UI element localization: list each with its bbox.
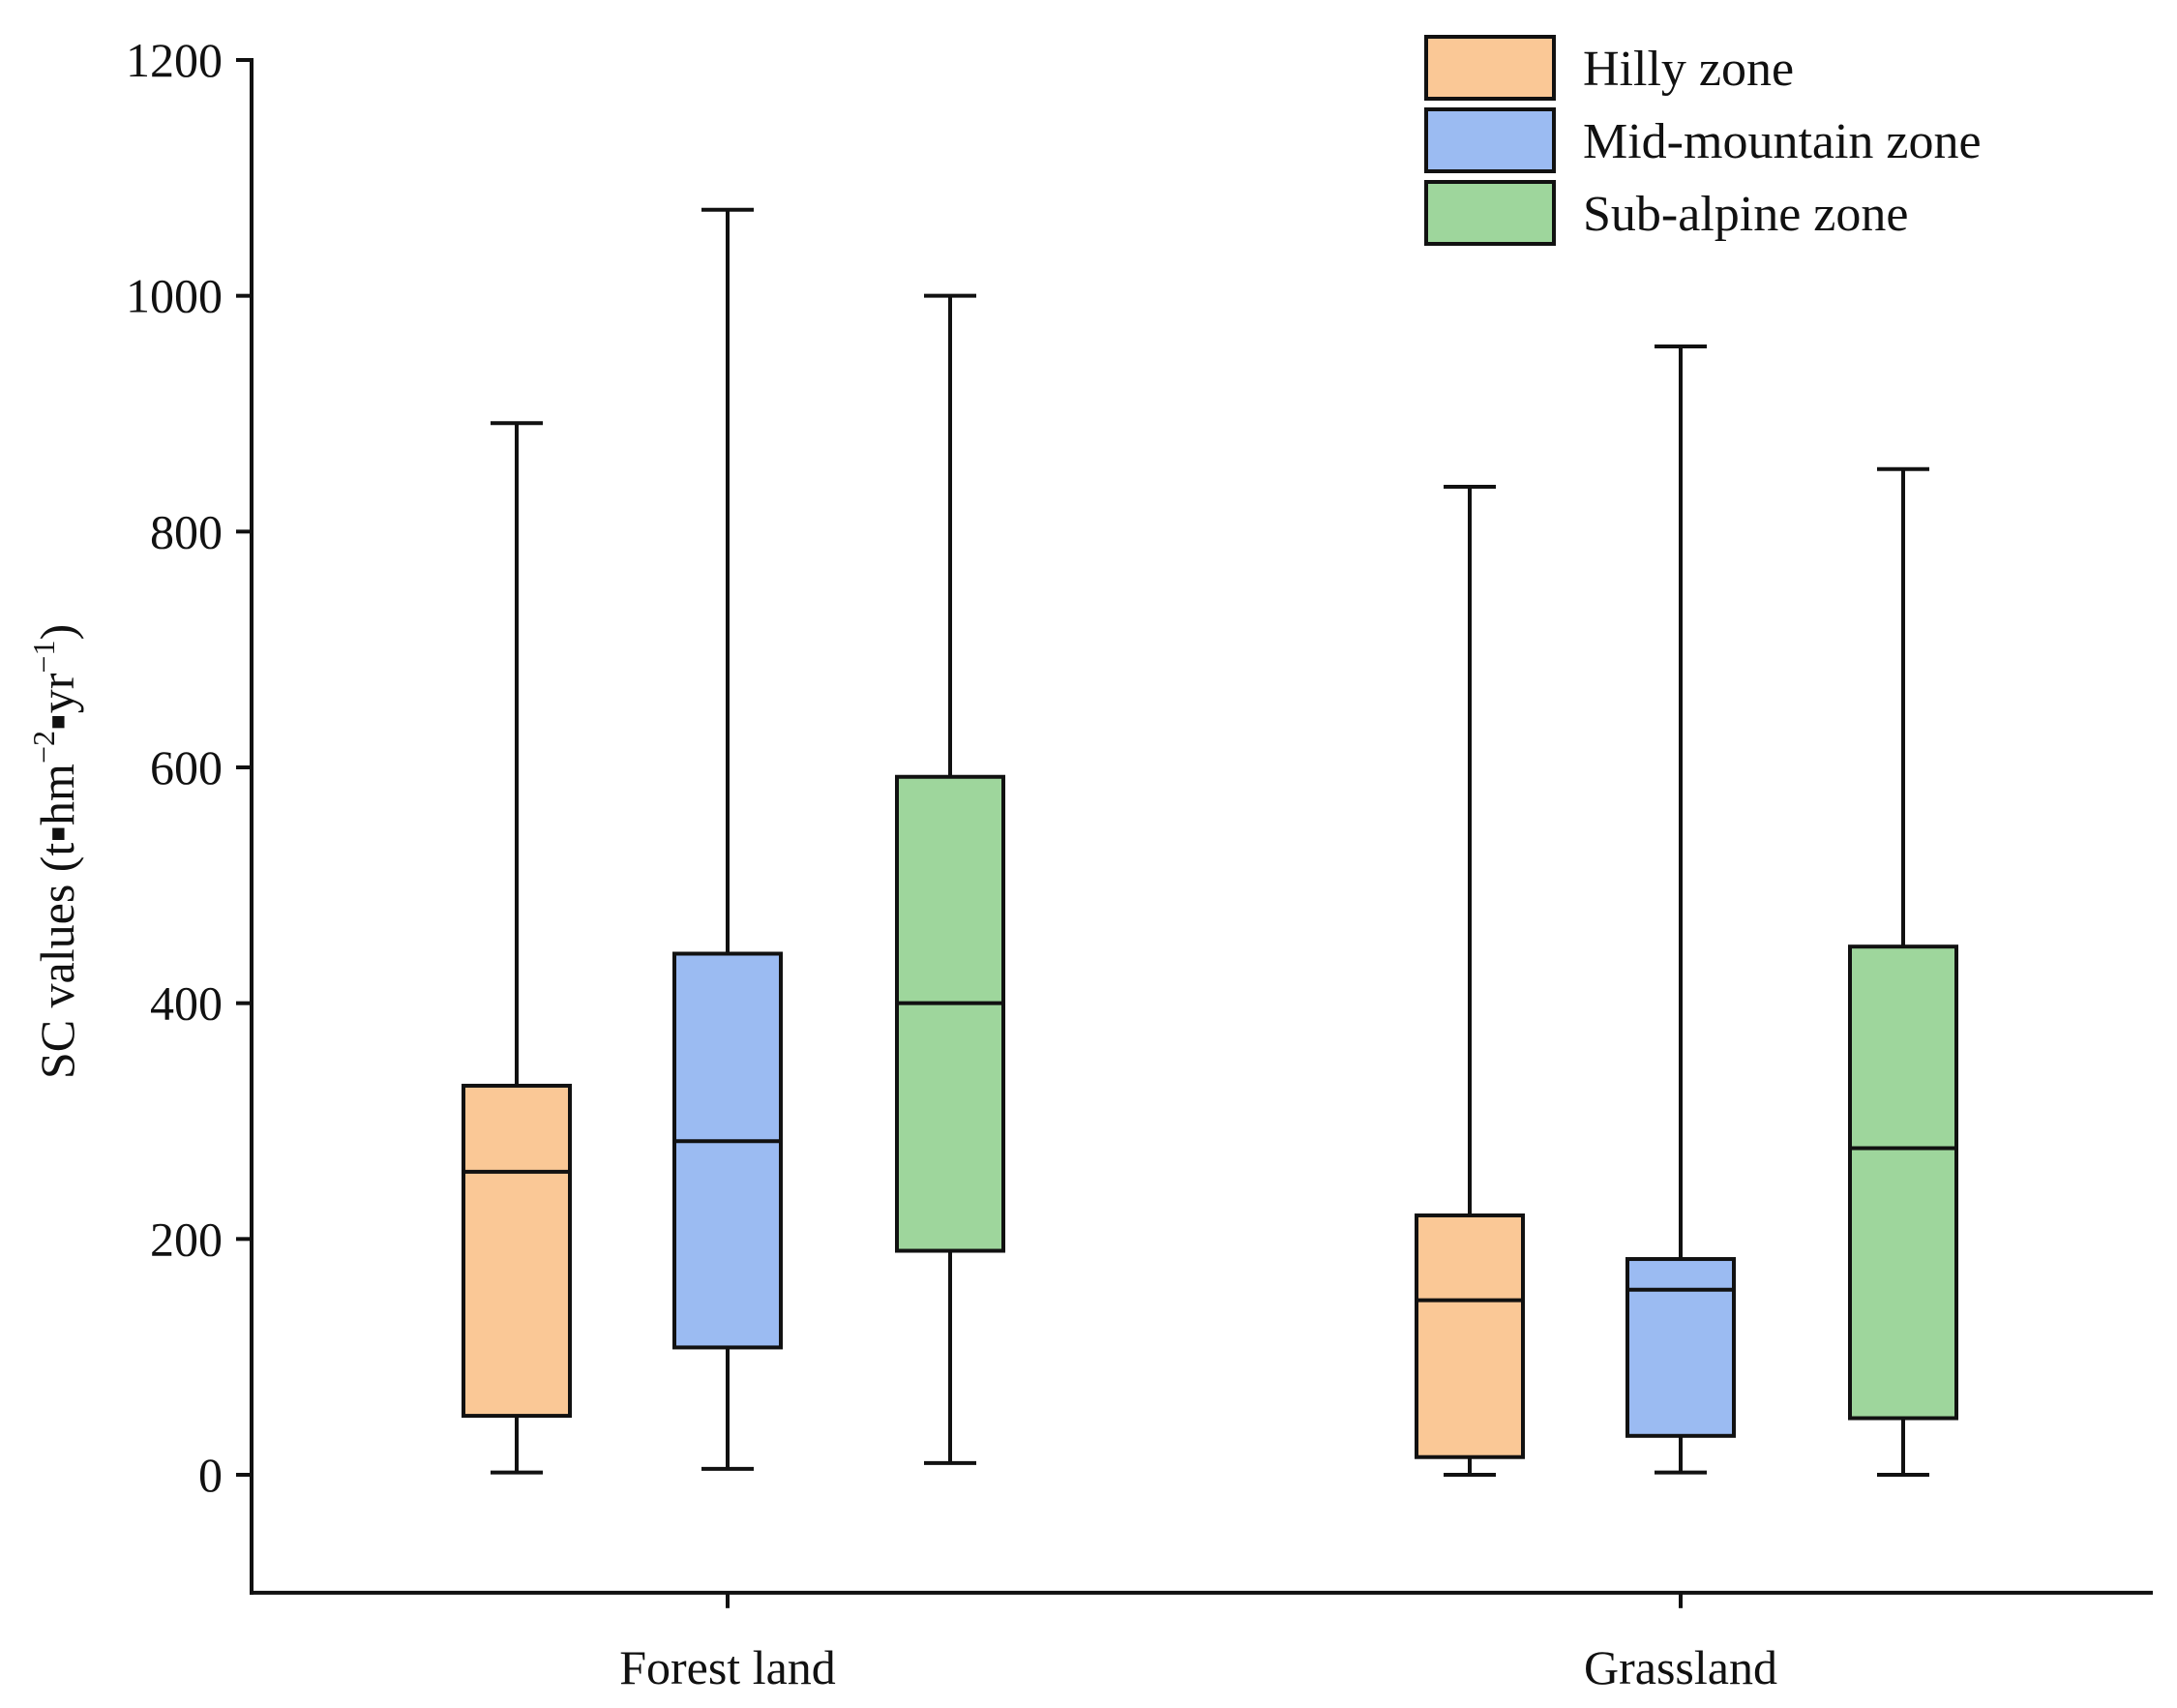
box-hilly-zone-forest-land — [462, 421, 572, 1475]
box-iqr — [1625, 1257, 1736, 1438]
box-iqr — [1848, 944, 1958, 1421]
y-tick-label: 1000 — [126, 269, 223, 323]
y-tick-label: 600 — [150, 740, 223, 794]
box-iqr — [462, 1083, 572, 1419]
box-iqr — [1415, 1213, 1525, 1459]
legend-label: Hilly zone — [1583, 42, 1794, 97]
x-tick-label: Forest land — [619, 1640, 836, 1694]
legend-swatch — [1424, 35, 1556, 101]
box-mid-mountain-zone-forest-land — [672, 207, 783, 1471]
legend-swatch — [1424, 107, 1556, 173]
y-tick-label: 0 — [198, 1448, 223, 1502]
box-sub-alpine-zone-forest-land — [895, 293, 1005, 1465]
y-tick-label: 400 — [150, 976, 223, 1031]
box-iqr — [895, 774, 1005, 1253]
axes: 0 200 400 600 800 1000 1200 Forest land Grasslan… — [126, 33, 2153, 1694]
boxes — [462, 207, 1958, 1477]
box-iqr — [672, 951, 783, 1350]
y-axis-label: SC values (t▪hm−2▪yr−1) — [26, 624, 84, 1079]
legend-label: Sub-alpine zone — [1583, 187, 1908, 242]
box-mid-mountain-zone-grassland — [1625, 345, 1736, 1475]
box-sub-alpine-zone-grassland — [1848, 466, 1958, 1477]
legend: Hilly zone Mid-mountain zone Sub-alpine zo… — [1424, 35, 1982, 246]
box-hilly-zone-grassland — [1415, 485, 1525, 1477]
y-tick-label: 1200 — [126, 33, 223, 87]
y-tick-label: 800 — [150, 504, 223, 558]
legend-swatch — [1424, 180, 1556, 246]
y-tick-label: 200 — [150, 1212, 223, 1266]
x-tick-label: Grassland — [1584, 1640, 1777, 1694]
legend-label: Mid-mountain zone — [1583, 114, 1982, 169]
